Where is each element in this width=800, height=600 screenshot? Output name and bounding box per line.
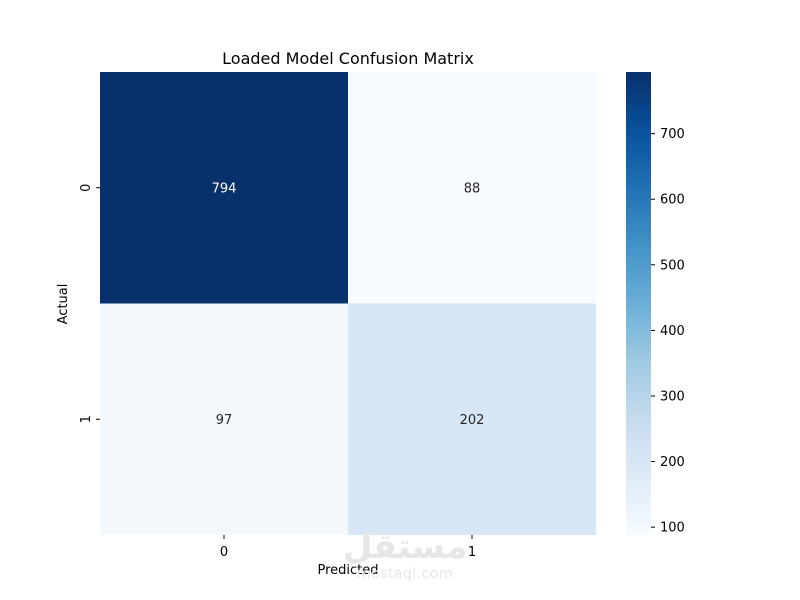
cell-value-label: 88 — [464, 181, 481, 196]
chart-title: Loaded Model Confusion Matrix — [222, 49, 474, 68]
x-tick-label: 1 — [468, 545, 476, 560]
heatmap-cell — [100, 303, 348, 535]
y-axis-ticks: 01 — [79, 184, 100, 423]
cell-value-label: 97 — [216, 413, 233, 428]
colorbar-tick-label: 200 — [660, 455, 685, 470]
colorbar-ticks: 100 200 300 400 500 600 700 — [651, 127, 685, 536]
colorbar-tick-label: 100 — [660, 521, 685, 536]
y-tick-label: 1 — [79, 415, 94, 423]
heatmap-cell — [348, 303, 596, 535]
cell-value-label: 202 — [460, 413, 485, 428]
colorbar-tick-label: 300 — [660, 389, 685, 404]
y-tick-label: 0 — [79, 184, 94, 192]
heatmap-cell — [348, 72, 596, 304]
heatmap-cell-labels: 794 88 97 202 — [212, 181, 485, 428]
x-tick-label: 0 — [220, 545, 228, 560]
colorbar-tick-label: 700 — [660, 127, 685, 142]
colorbar — [626, 72, 651, 535]
cell-value-label: 794 — [212, 181, 237, 196]
x-axis-label: Predicted — [317, 563, 378, 578]
colorbar-tick-label: 400 — [660, 324, 685, 339]
heatmap-cell — [100, 72, 348, 304]
y-axis-label: Actual — [56, 284, 71, 325]
heatmap-cells — [100, 72, 596, 535]
colorbar-tick-label: 500 — [660, 258, 685, 273]
colorbar-tick-label: 600 — [660, 193, 685, 208]
